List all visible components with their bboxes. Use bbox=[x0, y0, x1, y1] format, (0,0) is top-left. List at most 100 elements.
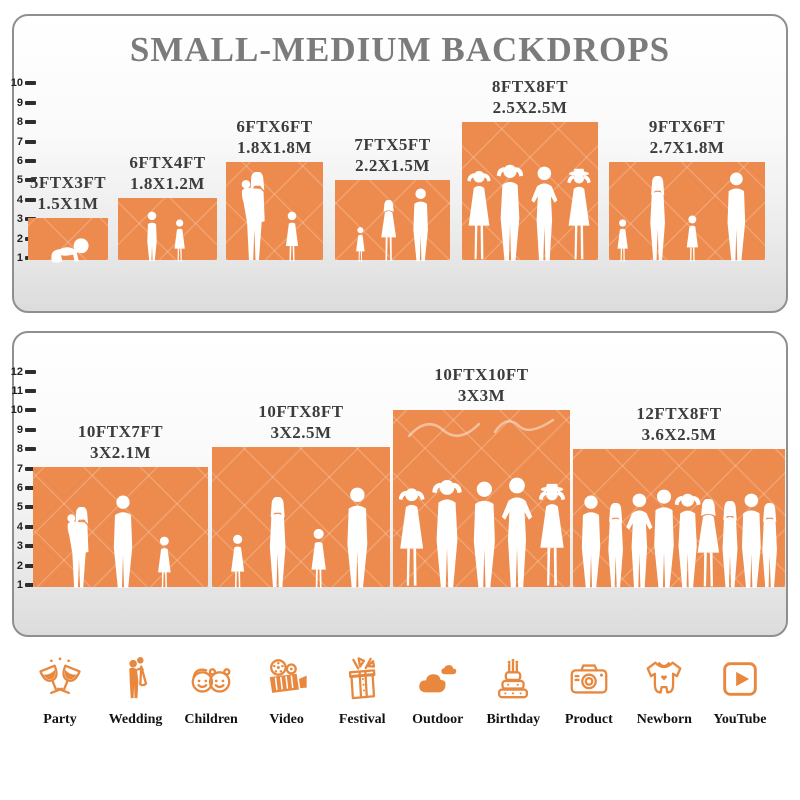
silhouette-man-hands-on-hips bbox=[531, 166, 558, 261]
baby-onesie-icon bbox=[646, 661, 682, 694]
decorative-scribble bbox=[407, 418, 555, 438]
silhouette-scene bbox=[67, 495, 171, 589]
silhouette-scene bbox=[147, 211, 185, 262]
backdrop-canvas bbox=[212, 447, 390, 589]
silhouette-mother-with-baby bbox=[241, 172, 265, 261]
youtube-play-icon bbox=[723, 662, 757, 696]
ruler-tick: 4 bbox=[0, 193, 36, 207]
backdrop-8x8: 8FTX8FT 2.5X2.5M bbox=[462, 74, 598, 261]
silhouette-scene bbox=[467, 164, 591, 261]
ruler-tick: 1 bbox=[0, 578, 36, 592]
silhouette-man-hands-on-hips bbox=[501, 477, 533, 588]
category-video: Video bbox=[251, 656, 323, 728]
backdrop-6x4: 6FTX4FT 1.8X1.2M bbox=[118, 150, 217, 262]
party-glasses-icon bbox=[39, 657, 81, 695]
ruler-tick: 8 bbox=[0, 442, 36, 456]
category-label: Festival bbox=[338, 712, 386, 727]
silhouette-woman bbox=[762, 503, 777, 588]
silhouette-man bbox=[113, 495, 133, 588]
children-faces-icon bbox=[191, 668, 231, 693]
silhouette-man bbox=[473, 481, 495, 588]
silhouette-woman-arms-up bbox=[467, 171, 491, 260]
silhouette-man bbox=[727, 172, 746, 261]
gift-box-icon bbox=[349, 657, 376, 700]
silhouette-scene bbox=[231, 487, 368, 589]
backdrop-canvas bbox=[226, 162, 323, 262]
silhouette-man bbox=[654, 489, 674, 588]
category-party: Party bbox=[24, 656, 96, 728]
silhouette-woman-with-hat bbox=[538, 483, 566, 586]
silhouette-scene bbox=[51, 238, 89, 263]
ruler-tick: 8 bbox=[0, 115, 36, 129]
backdrop-canvas bbox=[33, 467, 208, 589]
backdrop-canvas bbox=[573, 449, 785, 588]
wedding-couple-icon bbox=[128, 657, 147, 699]
silhouette-woman bbox=[697, 499, 720, 587]
ruler-tick: 6 bbox=[0, 154, 36, 168]
silhouette-boy bbox=[147, 211, 157, 262]
backdrop-canvas bbox=[609, 162, 765, 262]
silhouette-woman-arms-up bbox=[398, 488, 425, 586]
silhouette-man bbox=[741, 493, 761, 588]
category-label: Birthday bbox=[486, 712, 541, 727]
silhouette-man-arms-up bbox=[496, 164, 524, 261]
silhouette-woman bbox=[722, 501, 738, 588]
category-label: Newborn bbox=[636, 712, 692, 727]
backdrop-6x6: 6FTX6FT 1.8X1.8M bbox=[226, 114, 323, 262]
silhouette-woman bbox=[269, 497, 286, 588]
silhouette-girl bbox=[231, 534, 245, 589]
ruler-tick: 2 bbox=[0, 559, 36, 573]
category-birthday: Birthday bbox=[477, 656, 549, 728]
backdrop-canvas bbox=[393, 410, 570, 588]
silhouette-girl bbox=[158, 536, 171, 589]
ruler-tick: 7 bbox=[0, 462, 36, 476]
category-festival: Festival bbox=[326, 656, 398, 728]
backdrop-7x5: 7FTX5FT 2.2X1.5M bbox=[335, 132, 450, 263]
ruler-tick: 9 bbox=[0, 96, 36, 110]
silhouette-scene bbox=[617, 172, 746, 262]
silhouette-scene bbox=[398, 477, 566, 588]
backdrop-12x8: 12FTX8FT 3.6X2.5M bbox=[573, 401, 785, 588]
silhouette-man bbox=[581, 495, 601, 588]
large-panel: 12 11 10 9 8 7 6 5 4 3 2 1 10FTX7FT 3X2.1… bbox=[11, 331, 788, 637]
category-label: Video bbox=[269, 712, 304, 727]
page-title: SMALL-MEDIUM BACKDROPS bbox=[129, 30, 671, 69]
photo-camera-icon bbox=[570, 664, 608, 694]
silhouette-mother-with-baby bbox=[67, 507, 89, 588]
silhouette-girl bbox=[617, 219, 628, 262]
category-label: Wedding bbox=[108, 712, 163, 727]
silhouette-man-arms-up bbox=[674, 493, 701, 588]
backdrop-canvas bbox=[335, 180, 450, 263]
category-label: Children bbox=[184, 712, 238, 727]
ruler-tick: 11 bbox=[0, 384, 36, 398]
backdrop-canvas bbox=[118, 198, 217, 262]
backdrop-5x3: 5FTX3FT 1.5X1M bbox=[28, 170, 108, 263]
silhouette-baby-crawling bbox=[51, 238, 89, 263]
category-children: Children bbox=[175, 656, 247, 728]
ruler-tick: 10 bbox=[0, 76, 36, 90]
silhouette-girl bbox=[174, 219, 185, 262]
ruler-tick: 12 bbox=[0, 365, 36, 379]
category-outdoor: Outdoor bbox=[402, 656, 474, 728]
silhouette-woman bbox=[381, 200, 397, 261]
ruler-tick: 10 bbox=[0, 403, 36, 417]
ruler-tick: 9 bbox=[0, 423, 36, 437]
ruler-tick: 3 bbox=[0, 539, 36, 553]
silhouette-girl bbox=[686, 215, 698, 262]
video-camera-icon bbox=[269, 659, 307, 693]
silhouette-scene bbox=[241, 172, 299, 262]
silhouette-scene bbox=[581, 489, 777, 588]
backdrop-10x8: 10FTX8FT 3X2.5M bbox=[212, 399, 390, 589]
silhouette-man-arms-up bbox=[432, 480, 462, 588]
backdrop-10x10: 10FTX10FT 3X3M bbox=[393, 362, 570, 588]
silhouette-toddler bbox=[356, 227, 365, 263]
silhouette-woman bbox=[650, 176, 665, 261]
category-label: YouTube bbox=[713, 712, 767, 727]
ruler-tick: 5 bbox=[0, 500, 36, 514]
silhouette-man bbox=[413, 188, 428, 262]
birthday-cake-icon bbox=[498, 658, 529, 699]
silhouette-scene bbox=[356, 188, 428, 263]
backdrop-10x7: 10FTX7FT 3X2.1M bbox=[33, 419, 208, 589]
ruler-tick: 6 bbox=[0, 481, 36, 495]
